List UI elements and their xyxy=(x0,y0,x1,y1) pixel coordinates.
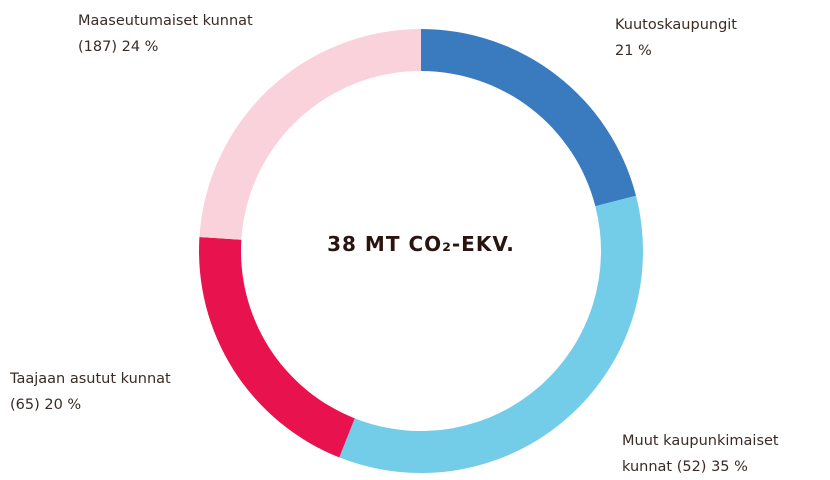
donut-segment xyxy=(421,29,637,207)
segment-label: Muut kaupunkimaiset kunnat (52) 35 % xyxy=(622,428,827,480)
category-label: Muut kaupunkimaiset kunnat (52) xyxy=(622,433,779,475)
donut-segment xyxy=(199,237,355,458)
value-label: 21 % xyxy=(615,43,652,59)
value-label: 35 % xyxy=(711,459,748,475)
segment-label: Maaseutumaiset kunnat (187) 24 % xyxy=(78,8,253,60)
category-label: Kuutoskaupungit xyxy=(615,17,737,33)
value-label: 20 % xyxy=(44,397,82,413)
category-label: Taajaan asutut kunnat (65) xyxy=(10,371,171,413)
value-label: 24 % xyxy=(121,39,159,55)
segment-label: Kuutoskaupungit 21 % xyxy=(615,12,815,64)
category-label: Maaseutumaiset kunnat (187) xyxy=(78,13,253,55)
donut-segment xyxy=(199,29,421,240)
donut-segment xyxy=(339,195,643,474)
segment-label: Taajaan asutut kunnat (65) 20 % xyxy=(10,366,180,418)
chart-title: 38 MT CO₂-EKV. xyxy=(327,232,515,256)
